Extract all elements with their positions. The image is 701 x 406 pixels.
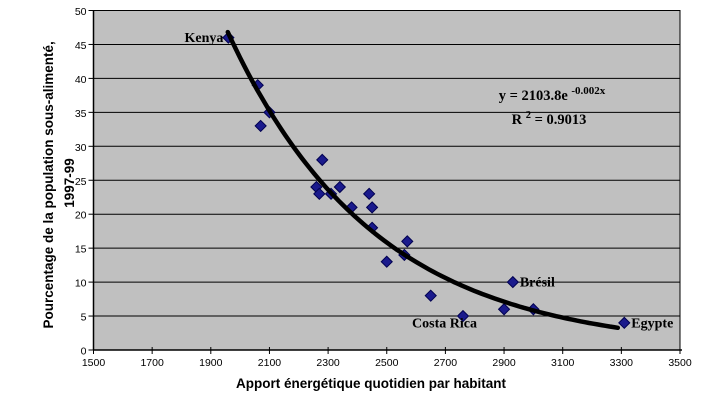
y-tick-label: 45 [75, 40, 87, 52]
y-tick-label: 20 [75, 210, 87, 222]
x-tick-label: 1900 [199, 357, 223, 369]
equation-base: y = 2103.8e [499, 88, 569, 104]
x-tick-label: 1700 [140, 357, 164, 369]
data-point[interactable] [365, 201, 379, 214]
y-axis-title-line2: 1997-99 [62, 158, 77, 208]
x-tick-label: 2700 [434, 357, 458, 369]
trendline-curve[interactable] [225, 29, 621, 331]
data-point[interactable] [497, 303, 511, 316]
y-tick-label: 10 [75, 278, 87, 290]
x-tick-label: 3500 [668, 357, 692, 369]
x-tick-label: 2300 [316, 357, 340, 369]
r2-superscript: 2 [526, 110, 531, 121]
x-tick-label: 3100 [551, 357, 575, 369]
x-axis-title: Apport énergétique quotidien par habitan… [236, 376, 507, 391]
y-tick-label: 5 [81, 312, 87, 324]
data-point[interactable] [316, 153, 329, 167]
y-tick-label: 40 [75, 74, 87, 86]
y-tick-label: 0 [81, 346, 87, 358]
trendline-equation: y = 2103.8e -0.002x [499, 85, 606, 104]
plot-generated: 0 5 10 15 20 25 30 35 40 45 50 1500 1700 1900 2100 2300… [75, 6, 692, 369]
x-tick-label: 3300 [610, 357, 634, 369]
data-point[interactable] [456, 309, 470, 323]
r2-value: = 0.9013 [535, 112, 587, 128]
point-label-brésil: Brésil [520, 276, 555, 291]
data-point[interactable] [333, 180, 347, 194]
y-tick-label: 25 [75, 176, 87, 188]
x-tick-label: 2100 [258, 357, 282, 369]
data-point[interactable] [380, 255, 393, 268]
x-tick-label: 2900 [492, 357, 516, 369]
y-tick-label: 15 [75, 244, 87, 256]
data-point[interactable] [618, 316, 631, 330]
y-tick-label: 35 [75, 108, 87, 120]
data-point[interactable] [362, 187, 376, 201]
data-point[interactable] [313, 187, 326, 201]
point-label-egypte: Egypte [631, 316, 673, 331]
data-point[interactable] [254, 119, 267, 133]
y-tick-label: 30 [75, 142, 87, 154]
data-point[interactable] [401, 235, 414, 248]
y-axis-title-line1: Pourcentage de la population sous-alimen… [41, 41, 56, 328]
data-point[interactable] [506, 275, 520, 289]
x-tick-label: 2500 [375, 357, 399, 369]
equation-exponent: -0.002x [571, 85, 605, 97]
point-label-costa-rica: Costa Rica [412, 317, 477, 332]
x-tick-label: 1500 [82, 357, 106, 369]
point-label-kenya: Kenya [185, 31, 224, 46]
y-axis-title: Pourcentage de la population sous-alimen… [41, 37, 77, 328]
y-tick-label: 50 [75, 6, 87, 18]
data-point[interactable] [424, 289, 437, 302]
r2-base: R [512, 112, 523, 128]
r-squared-label: R 2 = 0.9013 [512, 106, 587, 128]
